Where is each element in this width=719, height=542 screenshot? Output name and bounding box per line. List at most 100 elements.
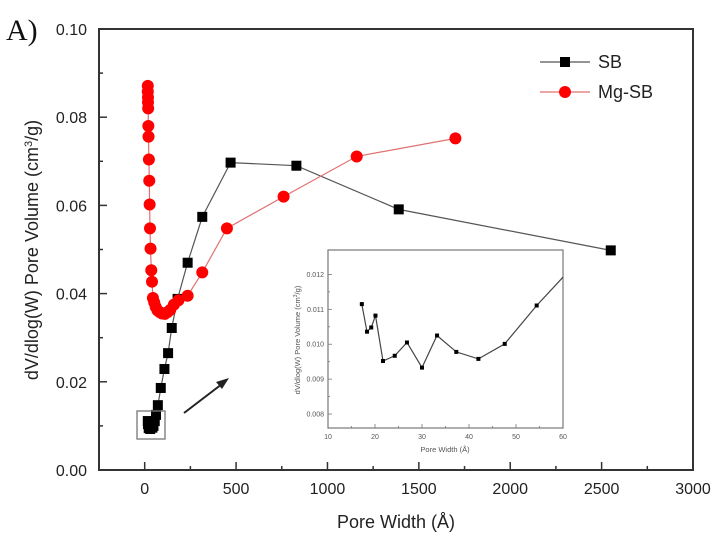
main-x-tick-label: 0	[140, 481, 149, 498]
inset-x-tick-label: 30	[418, 434, 426, 441]
main-point-sb	[149, 416, 160, 427]
inset-point-sb	[454, 349, 459, 354]
legend-mgsb-label: Mg-SB	[598, 82, 653, 102]
main-point-mg-sb	[143, 174, 156, 187]
inset-point-sb	[380, 358, 385, 363]
main-point-mg-sb	[144, 242, 157, 255]
inset-x-tick-label: 50	[512, 434, 520, 441]
main-point-mg-sb	[142, 153, 155, 166]
main-point-sb	[393, 204, 404, 215]
inset-point-sb	[359, 302, 364, 307]
main-point-sb	[152, 400, 163, 411]
inset-point-sb	[534, 303, 539, 308]
main-point-mg-sb	[142, 120, 155, 133]
main-x-tick-label: 500	[223, 481, 250, 498]
main-point-sb	[151, 409, 162, 420]
inset-y-ticks: 0.008 0.009 0.010 0.011 0.012	[306, 272, 332, 419]
inset-point-sb	[392, 353, 397, 358]
main-point-sb	[163, 348, 174, 359]
inset-y-axis-title-post: /g)	[293, 285, 302, 294]
main-y-tick-label: 0.10	[56, 22, 87, 39]
main-x-tick-label: 3000	[675, 481, 711, 498]
main-point-sb	[166, 322, 177, 333]
legend-entry-mg-sb: Mg-SB	[540, 82, 653, 102]
inset-x-tick-label: 20	[371, 434, 379, 441]
main-point-mg-sb	[143, 222, 156, 235]
inset-point-sb	[435, 333, 440, 338]
legend-sb-marker	[560, 57, 570, 67]
inset-arrow-head	[216, 378, 229, 389]
main-y-axis-title-sup: 3	[23, 141, 35, 147]
main-y-tick-label: 0.00	[56, 463, 87, 480]
inset-y-axis-title: dV/dlog(W) Pore Volume (cm3/g)	[293, 285, 302, 394]
main-series-group	[141, 79, 616, 434]
main-point-sb	[182, 257, 193, 268]
inset-point-sb	[476, 356, 481, 361]
legend-sb-label: SB	[598, 52, 622, 72]
main-x-tick-label: 2500	[584, 481, 620, 498]
main-x-tick-label: 2000	[492, 481, 528, 498]
inset-point-sb	[365, 329, 370, 334]
main-y-ticks: 0.00 0.02 0.04 0.06 0.08 0.10	[56, 22, 107, 480]
legend: SB Mg-SB	[540, 52, 653, 102]
inset-x-tick-label: 60	[559, 434, 567, 441]
inset-x-ticks: 10 20 30 40 50 60	[324, 424, 567, 441]
inset-point-sb	[369, 325, 374, 330]
main-point-mg-sb	[145, 264, 158, 277]
main-y-axis-title: dV/dlog(W) Pore Volume (cm3/g)	[22, 120, 42, 380]
inset-y-axis-title-pre: dV/dlog(W) Pore Volume (cm	[293, 297, 302, 394]
main-point-sb	[225, 157, 236, 168]
inset-point-sb	[404, 340, 409, 345]
main-point-sb	[197, 211, 208, 222]
main-y-tick-label: 0.08	[56, 110, 87, 127]
main-x-tick-label: 1000	[310, 481, 346, 498]
inset-y-tick-label: 0.009	[306, 377, 324, 384]
inset-series-group	[359, 276, 564, 370]
inset-series-sb	[359, 276, 564, 370]
inset-x-tick-label: 10	[324, 434, 332, 441]
main-point-mg-sb	[196, 266, 209, 279]
inset-x-tick-label: 40	[465, 434, 473, 441]
main-series-mg-sb	[141, 79, 462, 320]
inset-y-tick-label: 0.008	[306, 412, 324, 419]
main-y-axis-title-pre: dV/dlog(W) Pore Volume (cm	[22, 147, 42, 380]
main-y-tick-label: 0.02	[56, 375, 87, 392]
main-point-mg-sb	[277, 190, 290, 203]
main-point-sb	[159, 364, 170, 375]
main-point-mg-sb	[350, 150, 363, 163]
panel-label: A)	[6, 14, 38, 47]
main-point-sb	[605, 245, 616, 256]
inset-background	[328, 250, 563, 428]
main-y-tick-label: 0.04	[56, 287, 87, 304]
inset-chart: 10 20 30 40 50 60 0.008 0.009 0.010 0.011 0.012 P…	[293, 249, 567, 454]
main-y-tick-label: 0.06	[56, 198, 87, 215]
inset-point-sb	[373, 313, 378, 318]
main-x-ticks: 0 500 1000 1500 2000 2500 3000	[140, 462, 711, 498]
inset-y-tick-label: 0.012	[306, 272, 324, 279]
legend-mgsb-marker	[559, 86, 571, 98]
inset-point-sb	[420, 365, 424, 370]
main-point-sb	[291, 160, 302, 171]
main-y-axis-title-post: /g)	[22, 120, 42, 141]
inset-point-sb	[502, 341, 507, 346]
main-point-sb	[155, 382, 166, 393]
zoom-box	[136, 410, 166, 440]
main-x-axis-title: Pore Width (Å)	[337, 512, 455, 532]
inset-arrow	[183, 378, 229, 414]
main-point-mg-sb	[142, 102, 155, 115]
inset-x-axis-title: Pore Width (Å)	[420, 445, 470, 454]
main-point-mg-sb	[172, 294, 185, 307]
main-point-mg-sb	[146, 275, 159, 288]
main-point-mg-sb	[142, 130, 155, 143]
inset-arrow-shaft	[183, 383, 223, 414]
main-point-mg-sb	[143, 198, 156, 211]
inset-y-tick-label: 0.010	[306, 342, 324, 349]
main-point-mg-sb	[220, 222, 233, 235]
main-point-mg-sb	[181, 289, 194, 302]
legend-entry-sb: SB	[540, 52, 622, 72]
main-x-tick-label: 1500	[401, 481, 437, 498]
main-point-mg-sb	[449, 132, 462, 145]
inset-y-tick-label: 0.011	[307, 307, 324, 314]
inset-y-axis-title-sup: 3	[293, 294, 299, 297]
